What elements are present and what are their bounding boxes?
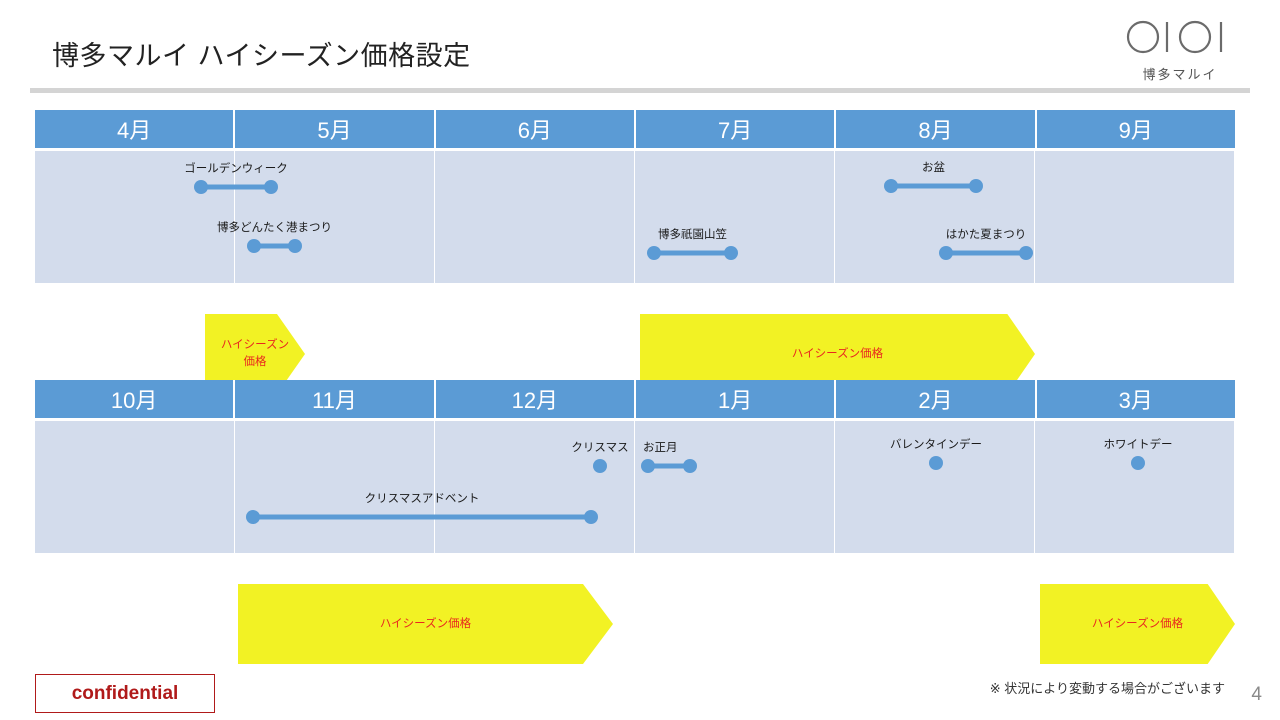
month-header-cell[interactable]: 6月 bbox=[435, 110, 636, 148]
event-start-knob-icon bbox=[194, 180, 208, 194]
month-header-row: 10月 11月 12月 1月 2月 3月 bbox=[35, 380, 1235, 418]
month-column bbox=[35, 421, 235, 553]
event-start-knob-icon bbox=[246, 510, 260, 524]
event-marker[interactable]: お正月 bbox=[641, 442, 697, 473]
month-column bbox=[235, 421, 435, 553]
oioi-logo-icon bbox=[1110, 18, 1250, 61]
event-start-knob-icon bbox=[939, 246, 953, 260]
month-header-cell[interactable]: 10月 bbox=[35, 380, 236, 418]
calendar-row-second-half: 10月 11月 12月 1月 2月 3月 クリスマス お正月 バレンタインデー bbox=[35, 380, 1235, 664]
event-marker[interactable]: クリスマス bbox=[571, 442, 629, 473]
month-column bbox=[435, 151, 635, 283]
month-header-cell[interactable]: 9月 bbox=[1036, 110, 1235, 148]
calendar-row-first-half: 4月 5月 6月 7月 8月 9月 ゴールデンウィーク 博多どんたく港まつり 博 bbox=[35, 110, 1235, 394]
event-start-knob-icon bbox=[884, 179, 898, 193]
event-end-knob-icon bbox=[584, 510, 598, 524]
title-divider bbox=[30, 88, 1250, 93]
event-label: ホワイトデー bbox=[1103, 439, 1173, 451]
month-header-cell[interactable]: 1月 bbox=[635, 380, 837, 418]
month-column bbox=[1035, 421, 1235, 553]
month-column bbox=[635, 151, 835, 283]
page-title: 博多マルイ ハイシーズン価格設定 bbox=[52, 41, 471, 71]
brand-logo: 博多マルイ bbox=[1110, 18, 1250, 83]
event-marker[interactable]: 博多祇園山笠 bbox=[647, 229, 738, 260]
page-number: 4 bbox=[1251, 684, 1262, 705]
month-column bbox=[235, 151, 435, 283]
month-column bbox=[835, 421, 1035, 553]
event-point-dot-icon bbox=[1131, 456, 1145, 470]
high-season-banner-label: ハイシーズン価格 bbox=[379, 617, 472, 630]
event-marker[interactable]: ゴールデンウィーク bbox=[184, 163, 288, 194]
month-header-cell[interactable]: 4月 bbox=[35, 110, 236, 148]
high-season-banner: ハイシーズン価格 bbox=[238, 584, 613, 664]
event-end-knob-icon bbox=[264, 180, 278, 194]
event-label: 博多祇園山笠 bbox=[658, 229, 727, 241]
event-range-bar bbox=[643, 463, 695, 469]
event-label: お盆 bbox=[922, 162, 945, 174]
event-end-knob-icon bbox=[288, 239, 302, 253]
event-range-bar bbox=[248, 514, 596, 520]
month-header-row: 4月 5月 6月 7月 8月 9月 bbox=[35, 110, 1235, 148]
event-start-knob-icon bbox=[647, 246, 661, 260]
disclaimer-note: ※ 状況により変動する場合がございます bbox=[989, 681, 1225, 696]
event-label: 博多どんたく港まつり bbox=[217, 222, 332, 234]
logo-subtitle: 博多マルイ bbox=[1142, 67, 1218, 82]
month-column bbox=[435, 421, 635, 553]
calendar-body-row: クリスマス お正月 バレンタインデー ホワイトデー クリスマスアドベント bbox=[35, 418, 1235, 664]
high-season-banner-label: ハイシーズン価格 bbox=[1091, 617, 1184, 630]
confidential-badge: confidential bbox=[35, 674, 215, 713]
event-range-bar bbox=[196, 184, 276, 190]
event-start-knob-icon bbox=[247, 239, 261, 253]
month-header-cell[interactable]: 11月 bbox=[235, 380, 436, 418]
month-column bbox=[835, 151, 1035, 283]
event-point-dot-icon bbox=[593, 459, 607, 473]
event-label: クリスマスアドベント bbox=[364, 493, 480, 505]
calendar-body-row: ゴールデンウィーク 博多どんたく港まつり 博多祇園山笠 お盆 bbox=[35, 148, 1235, 394]
month-column bbox=[35, 151, 235, 283]
month-column bbox=[635, 421, 835, 553]
event-range-bar bbox=[941, 250, 1031, 256]
event-end-knob-icon bbox=[969, 179, 983, 193]
high-season-banner-label: ハイシーズン 価格 bbox=[220, 339, 290, 368]
event-label: バレンタインデー bbox=[890, 439, 982, 451]
month-header-cell[interactable]: 2月 bbox=[836, 380, 1037, 418]
event-label: はかた夏まつり bbox=[945, 229, 1027, 241]
event-marker[interactable]: クリスマスアドベント bbox=[246, 493, 598, 524]
event-label: お正月 bbox=[643, 442, 678, 454]
event-marker[interactable]: バレンタインデー bbox=[890, 439, 982, 470]
event-range-bar bbox=[649, 250, 736, 256]
high-season-banner: ハイシーズン価格 bbox=[1040, 584, 1235, 664]
month-column bbox=[1035, 151, 1235, 283]
event-end-knob-icon bbox=[724, 246, 738, 260]
event-range-bar bbox=[249, 243, 300, 249]
event-marker[interactable]: 博多どんたく港まつり bbox=[217, 222, 332, 253]
event-label: クリスマス bbox=[571, 442, 629, 454]
event-label: ゴールデンウィーク bbox=[184, 163, 288, 175]
high-season-banner-label: ハイシーズン価格 bbox=[791, 347, 884, 360]
event-range-bar bbox=[886, 183, 981, 189]
event-start-knob-icon bbox=[641, 459, 655, 473]
month-header-cell[interactable]: 3月 bbox=[1036, 380, 1235, 418]
event-marker[interactable]: はかた夏まつり bbox=[939, 229, 1033, 260]
event-point-dot-icon bbox=[929, 456, 943, 470]
month-header-cell[interactable]: 5月 bbox=[235, 110, 436, 148]
event-marker[interactable]: お盆 bbox=[884, 162, 983, 193]
event-end-knob-icon bbox=[683, 459, 697, 473]
month-header-cell[interactable]: 7月 bbox=[635, 110, 837, 148]
event-marker[interactable]: ホワイトデー bbox=[1104, 439, 1173, 470]
event-end-knob-icon bbox=[1019, 246, 1033, 260]
month-header-cell[interactable]: 12月 bbox=[435, 380, 636, 418]
month-header-cell[interactable]: 8月 bbox=[836, 110, 1037, 148]
